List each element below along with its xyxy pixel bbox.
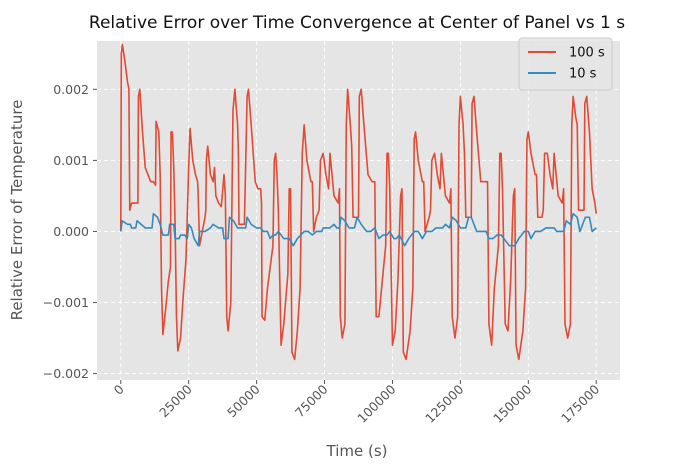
- y-tick-label: 0.000: [53, 224, 89, 239]
- y-axis: −0.002 −0.001 0.000 0.001 0.002: [43, 82, 97, 381]
- y-tick-label: 0.002: [53, 82, 89, 97]
- x-tick-label: 0: [111, 381, 127, 397]
- y-tick-label: 0.001: [53, 153, 89, 168]
- x-axis: 0 25000 50000 75000 100000 125000 150000 175000: [111, 380, 602, 426]
- x-tick-label: 75000: [292, 381, 331, 420]
- x-tick-label: 100000: [354, 381, 398, 425]
- series-line-100s: [119, 43, 598, 361]
- series-line-10s: [119, 212, 597, 247]
- legend-label-10s: 10 s: [569, 67, 597, 82]
- x-tick-label: 175000: [558, 381, 602, 425]
- x-tick-label: 50000: [224, 381, 263, 420]
- legend-label-100s: 100 s: [569, 46, 605, 61]
- x-tick-label: 25000: [156, 381, 195, 420]
- series-layer: [119, 43, 598, 361]
- x-tick-label: 125000: [422, 381, 466, 425]
- y-tick-label: −0.001: [43, 295, 89, 310]
- x-axis-label: Time (s): [326, 442, 388, 460]
- y-tick-label: −0.002: [43, 366, 89, 381]
- x-tick-label: 150000: [490, 381, 534, 425]
- chart-title: Relative Error over Time Convergence at …: [89, 13, 625, 33]
- legend: 100 s 10 s: [518, 37, 613, 91]
- y-axis-label: Relative Error of Temperature: [8, 100, 26, 321]
- grid: [97, 41, 620, 380]
